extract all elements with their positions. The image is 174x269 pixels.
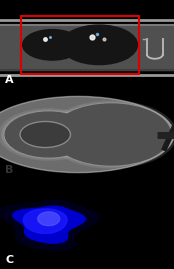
Circle shape <box>51 103 172 166</box>
Circle shape <box>0 109 99 160</box>
Text: A: A <box>5 75 14 85</box>
Ellipse shape <box>0 96 174 173</box>
Circle shape <box>52 104 171 165</box>
Polygon shape <box>0 200 99 251</box>
Circle shape <box>46 101 174 168</box>
Circle shape <box>23 30 82 60</box>
Polygon shape <box>23 209 67 233</box>
Circle shape <box>2 110 96 159</box>
Bar <box>0 25 174 70</box>
Text: C: C <box>5 254 13 264</box>
Circle shape <box>5 112 92 157</box>
Polygon shape <box>38 212 60 226</box>
Circle shape <box>4 111 94 158</box>
Polygon shape <box>13 206 85 243</box>
Circle shape <box>61 25 137 65</box>
Polygon shape <box>0 200 98 250</box>
Circle shape <box>49 102 173 167</box>
Bar <box>21 16 139 73</box>
Circle shape <box>21 122 69 147</box>
Text: B: B <box>5 165 14 175</box>
Polygon shape <box>0 200 100 252</box>
